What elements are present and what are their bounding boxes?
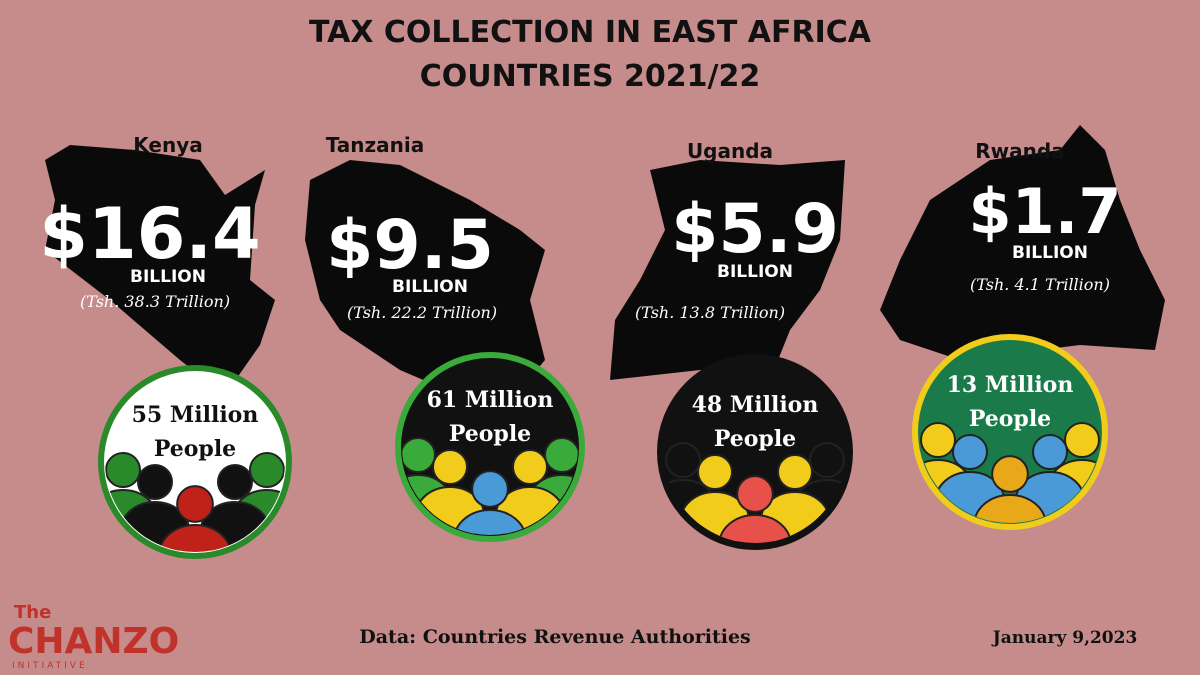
person-head <box>249 452 285 488</box>
person-head <box>952 434 988 470</box>
local-amount: (Tsh. 38.3 Trillion) <box>80 292 230 311</box>
person-head <box>777 454 813 490</box>
title: TAX COLLECTION IN EAST AFRICA <box>309 15 872 50</box>
person-head <box>920 422 956 458</box>
person-head <box>1032 434 1068 470</box>
person-head <box>105 452 141 488</box>
unit: BILLION <box>717 262 793 282</box>
local-amount: (Tsh. 13.8 Trillion) <box>635 303 785 322</box>
country-name: Tanzania <box>326 133 425 157</box>
person-body <box>718 514 792 543</box>
population: 61 Million <box>427 387 554 413</box>
person-head <box>697 454 733 490</box>
person-head <box>217 464 253 500</box>
population: People <box>969 406 1051 432</box>
unit: BILLION <box>1012 243 1088 263</box>
local-amount: (Tsh. 22.2 Trillion) <box>347 303 497 322</box>
person-head <box>809 442 845 478</box>
amount: $16.4 <box>39 193 260 275</box>
person-head <box>544 437 578 473</box>
country-map <box>880 125 1165 360</box>
logo-name: CHANZO <box>8 621 179 662</box>
person-body <box>158 524 232 552</box>
country-map <box>610 160 845 380</box>
population: People <box>449 421 531 447</box>
title: COUNTRIES 2021/22 <box>420 59 760 94</box>
population: 48 Million <box>692 392 819 418</box>
population: 13 Million <box>947 372 1074 398</box>
person-head <box>736 475 774 513</box>
person-head <box>402 437 436 473</box>
population: 55 Million <box>132 402 259 428</box>
local-amount: (Tsh. 4.1 Trillion) <box>970 275 1110 294</box>
country-name: Kenya <box>133 133 202 157</box>
logo-sub: INITIATIVE <box>12 661 88 671</box>
country-map <box>45 145 275 395</box>
person-head <box>665 442 701 478</box>
amount: $5.9 <box>671 190 839 269</box>
source: Data: Countries Revenue Authorities <box>359 626 751 648</box>
person-head <box>471 470 509 508</box>
unit: BILLION <box>130 267 206 287</box>
person-head <box>512 449 548 485</box>
person-head <box>432 449 468 485</box>
population: People <box>714 426 796 452</box>
amount: $9.5 <box>326 206 494 285</box>
person-head <box>1064 422 1100 458</box>
person-body <box>453 509 527 535</box>
country-name: Uganda <box>687 139 773 163</box>
date: January 9,2023 <box>991 628 1138 648</box>
person-head <box>137 464 173 500</box>
amount: $1.7 <box>969 175 1122 248</box>
person-head <box>176 485 214 523</box>
country-map <box>305 160 545 400</box>
population: People <box>154 436 236 462</box>
person-head <box>991 455 1029 493</box>
unit: BILLION <box>392 277 468 297</box>
logo-the: The <box>14 602 51 623</box>
country-name: Rwanda <box>975 139 1064 163</box>
person-body <box>973 494 1047 523</box>
